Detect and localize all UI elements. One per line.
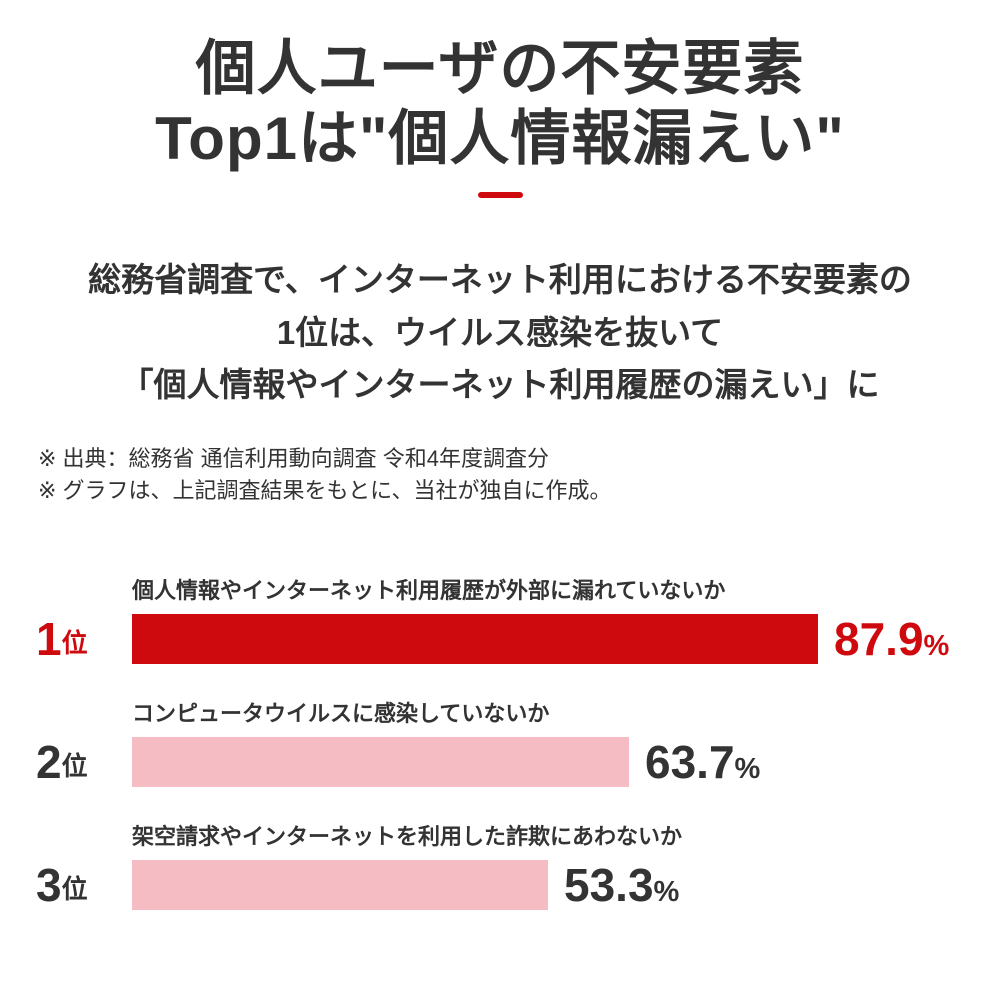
bar-line-2: 63.7 % [132, 736, 760, 787]
percent-sign: % [653, 875, 680, 908]
bar-line-3: 53.3 % [132, 859, 682, 910]
bar-value-1: 87.9 % [834, 616, 949, 662]
chart-row-main: 個人情報やインターネット利用履歴が外部に漏れていないか 87.9 % [132, 573, 949, 664]
bar-value-2: 63.7 % [645, 739, 760, 785]
rank-suffix: 位 [61, 873, 88, 904]
bar-line-1: 87.9 % [132, 613, 949, 664]
value-number: 87.9 [834, 612, 924, 665]
subtitle-line-1: 総務省調査で、インターネット利用における不安要素の [88, 261, 912, 299]
bar-label-2: コンピュータウイルスに感染していないか [132, 700, 550, 726]
title-line-2: Top1は"個人情報漏えい" [155, 105, 845, 173]
page-title: 個人ユーザの不安要素 Top1は"個人情報漏えい" [0, 34, 1000, 174]
title-accent-dash [477, 192, 523, 199]
bar-label-1: 個人情報やインターネット利用履歴が外部に漏れていないか [132, 577, 726, 603]
footnote-source: ※ 出典：総務省 通信利用動向調査 令和4年度調査分 [38, 445, 550, 471]
bar-rank3 [132, 859, 548, 910]
footnotes: ※ 出典：総務省 通信利用動向調査 令和4年度調査分 ※ グラフは、上記調査結果… [38, 443, 1000, 507]
percent-sign: % [734, 752, 761, 785]
rank-label-1: 1 位 [36, 614, 132, 664]
rank-number: 3 [36, 858, 62, 911]
bar-rank1 [132, 613, 818, 664]
rank-label-2: 2 位 [36, 737, 132, 787]
bar-chart: 1 位 個人情報やインターネット利用履歴が外部に漏れていないか 87.9 % 2… [0, 573, 1000, 910]
rank-suffix: 位 [61, 750, 88, 781]
chart-row-rank3: 3 位 架空請求やインターネットを利用した詐欺にあわないか 53.3 % [36, 819, 1000, 910]
rank-label-3: 3 位 [36, 860, 132, 910]
subtitle-line-3: 「個人情報やインターネット利用履歴の漏えい」に [120, 365, 880, 403]
percent-sign: % [923, 629, 950, 662]
bar-label-3: 架空請求やインターネットを利用した詐欺にあわないか [132, 823, 683, 849]
footnote-disclaimer: ※ グラフは、上記調査結果をもとに、当社が独自に作成。 [38, 477, 612, 503]
chart-row-rank1: 1 位 個人情報やインターネット利用履歴が外部に漏れていないか 87.9 % [36, 573, 1000, 664]
chart-row-main: コンピュータウイルスに感染していないか 63.7 % [132, 696, 760, 787]
bar-rank2 [132, 736, 629, 787]
bar-value-3: 53.3 % [564, 862, 679, 908]
header: 個人ユーザの不安要素 Top1は"個人情報漏えい" [0, 0, 1000, 199]
rank-suffix: 位 [61, 627, 88, 658]
subtitle: 総務省調査で、インターネット利用における不安要素の 1位は、ウイルス感染を抜いて… [0, 254, 1000, 410]
value-number: 63.7 [645, 735, 735, 788]
rank-number: 1 [36, 612, 62, 665]
rank-number: 2 [36, 735, 62, 788]
value-number: 53.3 [564, 858, 654, 911]
chart-row-rank2: 2 位 コンピュータウイルスに感染していないか 63.7 % [36, 696, 1000, 787]
subtitle-line-2: 1位は、ウイルス感染を抜いて [276, 313, 724, 351]
title-line-1: 個人ユーザの不安要素 [195, 35, 805, 102]
chart-row-main: 架空請求やインターネットを利用した詐欺にあわないか 53.3 % [132, 819, 682, 910]
